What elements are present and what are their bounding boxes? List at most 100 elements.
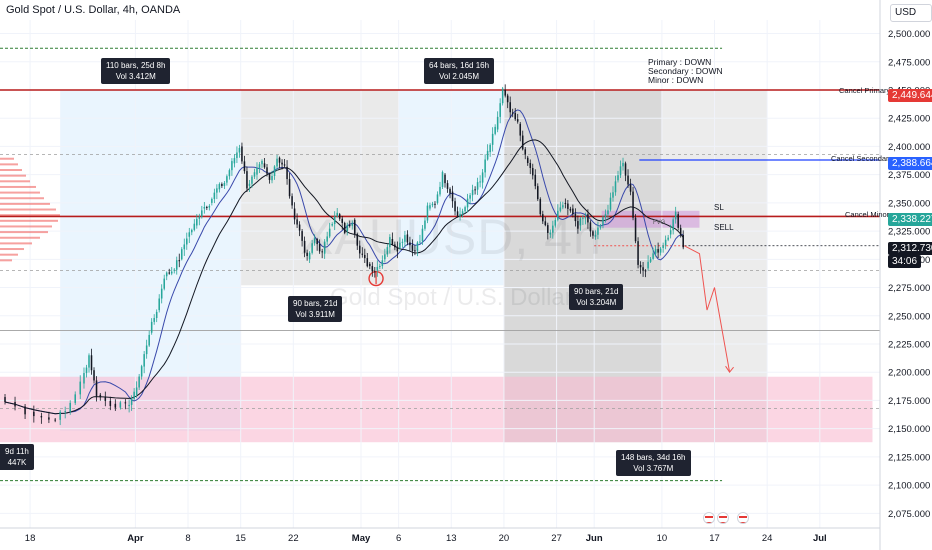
candle-body [93, 370, 95, 381]
candle-body [624, 163, 627, 176]
info-box-4-line2: Vol 3.204M [576, 298, 617, 307]
candle-body [353, 219, 356, 234]
candle-body [364, 254, 366, 259]
candle-body [597, 227, 599, 235]
candle-body [677, 214, 679, 228]
candle-body [436, 194, 439, 203]
candle-body [479, 181, 481, 183]
candle-body [135, 387, 138, 395]
price-tag-last-price: 2,312.730 [888, 242, 932, 255]
candle-body [276, 158, 278, 167]
candle-body [459, 213, 461, 217]
candle-body [511, 112, 514, 114]
candle-body [283, 164, 286, 166]
cancel-primary-label: Cancel Primary [839, 86, 891, 95]
candle-body [454, 201, 456, 212]
y-tick-label: 2,150.000 [888, 424, 930, 435]
candle-body [85, 367, 88, 374]
candle-body [308, 252, 311, 260]
candle-body [441, 172, 444, 187]
candle-body [69, 402, 71, 412]
candle-body [657, 249, 659, 253]
candle-body [469, 195, 471, 199]
candle-body [499, 103, 501, 117]
candle-body [213, 192, 216, 199]
candle-body [562, 205, 564, 208]
candle-body [644, 270, 647, 272]
x-tick-label: 17 [709, 533, 720, 544]
candle-body [391, 239, 394, 245]
candle-body [614, 181, 617, 193]
countdown-tag: 34:06 [888, 255, 922, 268]
candle-body [474, 189, 476, 191]
y-tick-label: 2,225.000 [888, 339, 930, 350]
candle-body [281, 162, 283, 165]
candle-body [291, 196, 293, 206]
candle-body [627, 175, 629, 185]
candle-body [604, 214, 607, 218]
candle-body [341, 218, 343, 223]
x-tick-label: Apr [127, 533, 144, 544]
volume-profile-bar [0, 157, 14, 160]
candle-body [54, 419, 56, 421]
us-flag-icon[interactable] [717, 512, 729, 524]
candle-body [539, 199, 542, 215]
y-tick-label: 2,075.000 [888, 509, 930, 520]
candle-body [206, 206, 208, 208]
candle-body [622, 162, 624, 167]
x-tick-label: May [352, 533, 371, 544]
candle-body [261, 160, 263, 165]
projection-arrowhead [725, 365, 734, 374]
fvg-zone [601, 210, 700, 228]
volume-profile-bar [0, 219, 58, 222]
info-box-5-line1: 148 bars, 34d 16h [621, 453, 686, 462]
candle-body [119, 402, 122, 408]
demand-zone [0, 376, 873, 443]
candle-body [494, 126, 496, 134]
candle-body [301, 231, 303, 241]
volume-profile-bar [0, 242, 32, 245]
candle-body [236, 152, 238, 159]
candle-body [504, 89, 506, 96]
info-box-3: 90 bars, 21d Vol 3.911M [288, 296, 343, 322]
candle-body [79, 381, 82, 395]
candle-body [188, 232, 191, 237]
candle-body [241, 146, 243, 162]
candle-body [208, 205, 211, 208]
us-flag-icon[interactable] [737, 512, 749, 524]
info-box-6: 9d 11h 447K [0, 444, 34, 470]
candle-body [679, 227, 682, 235]
candle-body [414, 250, 416, 252]
candle-body [587, 214, 589, 223]
price-tag-cancel-primary: 2,449.644 [888, 89, 932, 102]
candle-body [476, 182, 479, 190]
candle-body [133, 391, 135, 399]
symbol-watermark: XAUUSD, 4h [300, 209, 602, 265]
candle-body [258, 164, 261, 168]
info-box-1-line2: Vol 3.412M [115, 72, 156, 81]
candle-body [584, 217, 587, 219]
candle-body [449, 188, 451, 194]
us-flag-icon[interactable] [703, 512, 715, 524]
volume-profile [0, 157, 60, 262]
candle-body [496, 116, 499, 130]
candle-body [256, 167, 258, 175]
candle-body [632, 191, 634, 218]
candle-body [589, 222, 592, 232]
levels [0, 47, 880, 482]
candle-body [158, 298, 160, 311]
candle-body [431, 203, 434, 206]
candle-body [253, 172, 256, 177]
candle-body [582, 217, 584, 219]
name-watermark: Gold Spot / U.S. Dollar [330, 284, 573, 311]
y-tick-label: 2,375.000 [888, 170, 930, 181]
candle-body [401, 241, 404, 243]
candle-body [426, 205, 429, 221]
candle-body [399, 242, 401, 249]
currency-button[interactable]: USD [890, 4, 932, 22]
volume-profile-bar [0, 253, 18, 256]
candle-body [607, 210, 609, 215]
candle-body [33, 411, 35, 417]
x-tick-label: Jun [586, 533, 603, 544]
